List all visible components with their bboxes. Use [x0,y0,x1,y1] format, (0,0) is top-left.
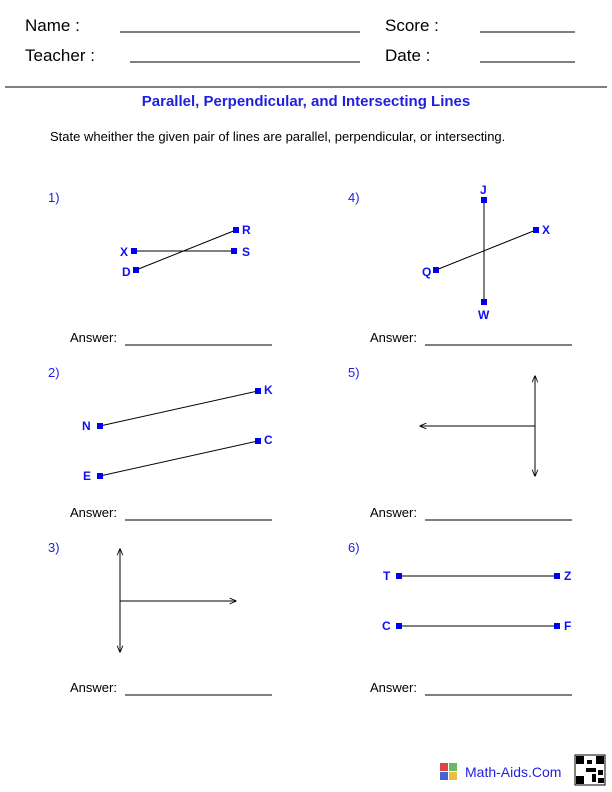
answer-label: Answer: [70,330,117,345]
brand-link[interactable]: Math-Aids.Com [465,764,561,780]
point-label: Z [564,569,571,583]
point-label: S [242,245,250,259]
date-label: Date : [385,46,430,65]
answer-label: Answer: [370,680,417,695]
point-label: J [480,183,487,197]
problem-1: 1) X S D R Answer: [48,190,272,346]
point-label: X [542,223,550,237]
point-label: K [264,383,273,397]
problem-4: 4) J W Q X Answer: [348,183,572,346]
point-label: Q [422,265,431,279]
answer-label: Answer: [70,505,117,520]
problem-5: 5) Answer: [348,365,572,521]
answer-label: Answer: [370,505,417,520]
point-label: R [242,223,251,237]
qr-code-icon [574,754,606,786]
point-label: E [83,469,91,483]
answer-label: Answer: [370,330,417,345]
problem-2: 2) N K E C Answer: [48,365,273,521]
problem-6: 6) T Z C F Answer: [348,540,572,696]
problem-number: 4) [348,190,360,205]
calculator-logo-icon [440,763,457,780]
name-label: Name : [25,16,80,35]
problem-number: 1) [48,190,60,205]
instructions: State wheither the given pair of lines a… [50,129,505,144]
problem-number: 6) [348,540,360,555]
problem-number: 3) [48,540,60,555]
problem-number: 2) [48,365,60,380]
point-label: F [564,619,571,633]
point-label: T [383,569,391,583]
problem-number: 5) [348,365,360,380]
answer-label: Answer: [70,680,117,695]
point-label: D [122,265,131,279]
point-label: N [82,419,91,433]
page-title: Parallel, Perpendicular, and Intersectin… [142,93,470,110]
point-label: X [120,245,128,259]
point-label: W [478,308,490,322]
score-label: Score : [385,16,439,35]
problem-3: 3) Answer: [48,540,272,696]
point-label: C [382,619,391,633]
point-label: C [264,433,273,447]
teacher-label: Teacher : [25,46,95,65]
